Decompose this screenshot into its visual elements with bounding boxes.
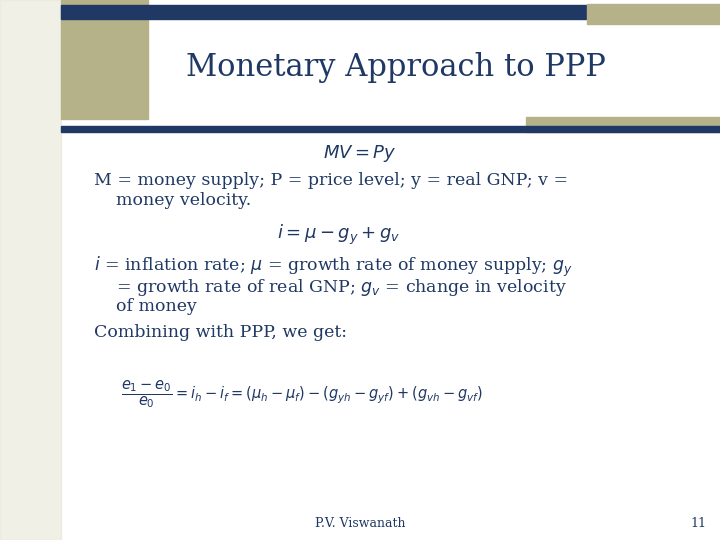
- Text: of money: of money: [94, 298, 197, 315]
- Text: P.V. Viswanath: P.V. Viswanath: [315, 517, 405, 530]
- Text: money velocity.: money velocity.: [94, 192, 251, 210]
- Text: $i = \mu - g_y + g_v$: $i = \mu - g_y + g_v$: [276, 223, 400, 247]
- Text: $MV = Py$: $MV = Py$: [323, 144, 397, 164]
- Bar: [587, 4, 720, 24]
- Text: Combining with PPP, we get:: Combining with PPP, we get:: [94, 323, 346, 341]
- Text: M = money supply; P = price level; y = real GNP; v =: M = money supply; P = price level; y = r…: [94, 172, 568, 190]
- Text: $i$ = inflation rate; $\mu$ = growth rate of money supply; $g_y$: $i$ = inflation rate; $\mu$ = growth rat…: [94, 255, 572, 279]
- Bar: [526, 117, 720, 132]
- Text: $\dfrac{e_1 - e_0}{e_0} = i_h - i_f = (\mu_h - \mu_f) - (g_{yh} - g_{yf}) + (g_{: $\dfrac{e_1 - e_0}{e_0} = i_h - i_f = (\…: [121, 378, 484, 410]
- Text: Monetary Approach to PPP: Monetary Approach to PPP: [186, 52, 606, 83]
- Bar: [61, 0, 148, 119]
- Bar: [0, 0, 61, 540]
- Bar: [61, 5, 587, 19]
- Bar: [61, 126, 720, 132]
- Text: 11: 11: [690, 517, 706, 530]
- Text: = growth rate of real GNP; $g_v$ = change in velocity: = growth rate of real GNP; $g_v$ = chang…: [94, 277, 567, 298]
